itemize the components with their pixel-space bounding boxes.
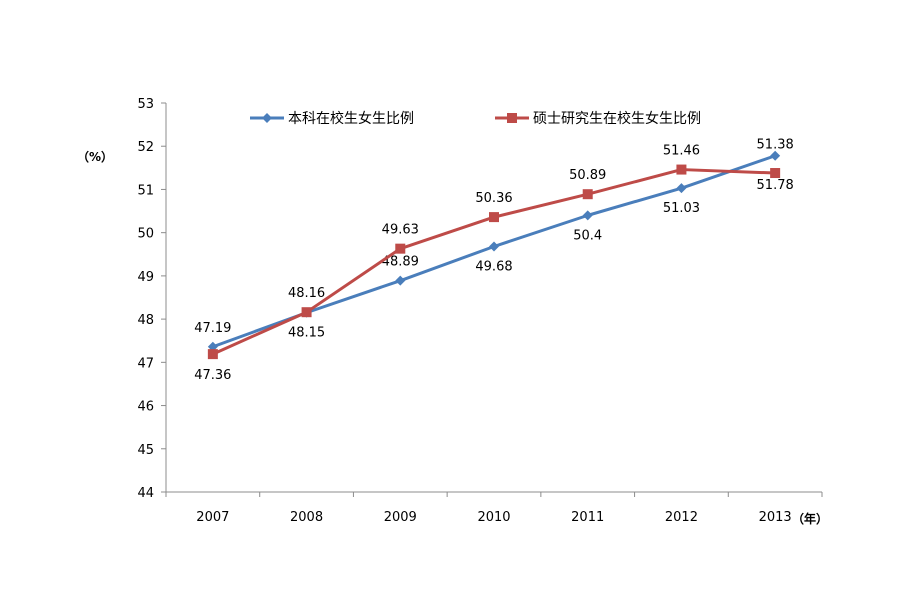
legend-item-1: 本科在校生女生比例 [250,110,414,127]
data-point [582,189,593,200]
legend-label: 硕士研究生在校生女生比例 [533,110,701,127]
data-label: 48.89 [382,255,419,270]
y-tick-label: 51 [137,183,154,198]
data-label: 49.63 [382,223,419,238]
x-tick-label: 2012 [665,510,698,525]
x-axis-unit: （年） [792,511,828,526]
y-tick-label: 45 [137,443,154,458]
data-point [582,210,593,221]
y-tick-label: 52 [137,140,154,155]
x-ticks: 2007 2008 2009 2010 2011 2012 2013 [165,492,823,525]
data-point [395,243,406,254]
legend-item-2: 硕士研究生在校生女生比例 [495,110,701,127]
data-point [770,150,781,161]
legend-marker [507,113,517,123]
data-point [770,168,781,179]
data-point [676,164,687,175]
data-label: 50.36 [475,191,512,206]
x-tick-label: 2010 [477,510,510,525]
data-point [301,307,312,318]
data-point [489,241,499,252]
y-tick-label: 50 [137,227,154,242]
data-label: 51.03 [663,201,700,216]
axes [165,103,822,493]
data-label: 47.36 [194,368,231,383]
data-point [395,275,406,286]
y-tick-label: 49 [137,270,154,285]
x-tick-label: 2013 [759,510,792,525]
y-tick-label: 47 [137,356,154,371]
series-2: 47.36 48.16 49.63 50.36 50.89 51.46 51.78 [194,144,794,384]
legend-label: 本科在校生女生比例 [288,110,414,127]
x-tick-label: 2011 [571,510,604,525]
x-tick-label: 2009 [384,510,417,525]
data-label: 47.19 [194,321,231,336]
x-tick-label: 2007 [196,510,229,525]
legend: 本科在校生女生比例 硕士研究生在校生女生比例 [250,110,701,127]
y-ticks: 44 45 46 47 48 49 50 51 52 53 [137,97,166,501]
data-label: 49.68 [475,259,512,274]
data-label: 48.16 [288,286,325,301]
data-point [489,212,499,223]
x-tick-label: 2008 [290,510,323,525]
y-tick-label: 44 [137,486,154,501]
data-label: 51.78 [757,178,794,193]
y-tick-label: 46 [137,400,154,415]
y-tick-label: 48 [137,313,154,328]
data-label: 51.46 [663,144,700,159]
y-axis-unit: （%） [77,149,113,164]
data-point [207,349,218,360]
data-label: 48.15 [288,326,325,341]
legend-marker [262,113,272,123]
data-label: 50.4 [573,228,602,243]
y-tick-label: 53 [137,97,154,112]
data-label: 51.38 [757,138,794,153]
data-label: 50.89 [569,168,606,183]
data-point [676,183,687,194]
